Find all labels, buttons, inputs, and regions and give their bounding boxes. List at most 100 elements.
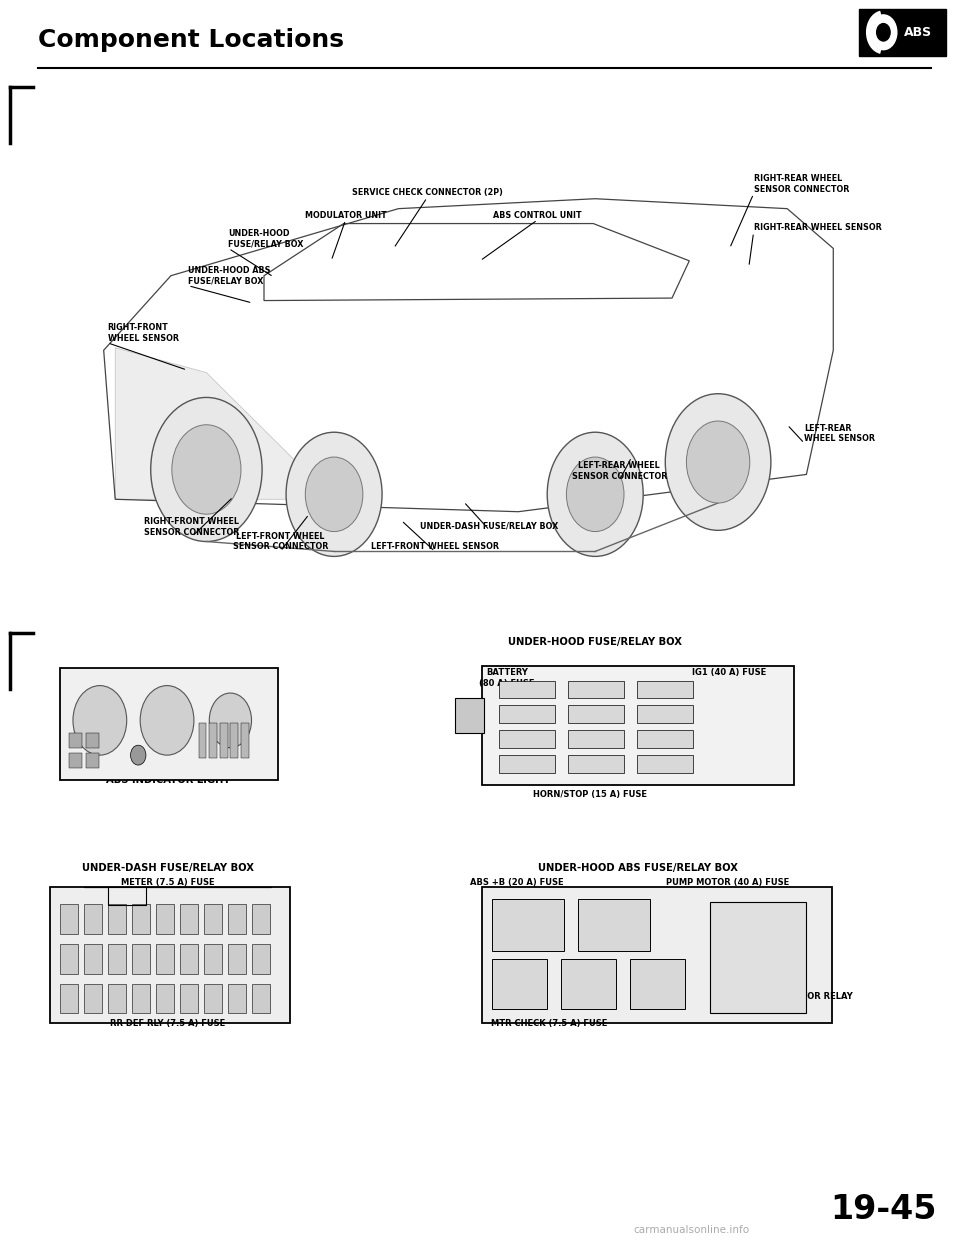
Text: LEFT-FRONT WHEEL
SENSOR CONNECTOR: LEFT-FRONT WHEEL SENSOR CONNECTOR [232, 532, 328, 551]
Bar [156, 944, 174, 974]
Circle shape [172, 425, 241, 514]
Bar [50, 887, 290, 1023]
Bar [492, 899, 564, 951]
Bar [492, 959, 547, 1009]
Text: UNDER-HOOD
FUSE/RELAY BOX: UNDER-HOOD FUSE/RELAY BOX [228, 229, 304, 248]
Bar [156, 904, 174, 934]
Text: 19-45: 19-45 [830, 1194, 936, 1226]
Bar [630, 959, 685, 1009]
Bar [108, 904, 126, 934]
Circle shape [305, 457, 363, 532]
Text: UNDER-HOOD ABS FUSE/RELAY BOX: UNDER-HOOD ABS FUSE/RELAY BOX [539, 863, 738, 873]
Polygon shape [115, 348, 334, 499]
Text: LEFT-FRONT WHEEL SENSOR: LEFT-FRONT WHEEL SENSOR [371, 543, 499, 551]
Text: PUMP MOTOR RELAY: PUMP MOTOR RELAY [756, 992, 852, 1001]
Bar [252, 944, 270, 974]
Bar [108, 984, 126, 1013]
Bar [180, 944, 198, 974]
Circle shape [566, 457, 624, 532]
Bar [204, 984, 222, 1013]
Text: RIGHT-REAR WHEEL SENSOR: RIGHT-REAR WHEEL SENSOR [754, 224, 881, 232]
Bar [499, 755, 555, 773]
Bar [228, 984, 246, 1013]
Bar [69, 733, 82, 748]
Bar [84, 984, 102, 1013]
Bar [69, 753, 82, 768]
Circle shape [686, 421, 750, 503]
Bar [60, 944, 78, 974]
Bar [637, 705, 693, 723]
Bar [180, 984, 198, 1013]
Bar [209, 723, 217, 758]
Bar [499, 730, 555, 748]
Text: BATTERY
(80 A) FUSE: BATTERY (80 A) FUSE [479, 668, 535, 688]
Text: Component Locations: Component Locations [38, 27, 345, 52]
Bar [199, 723, 206, 758]
Text: ABS INDICATOR LIGHT: ABS INDICATOR LIGHT [106, 775, 230, 785]
Circle shape [870, 15, 897, 50]
Text: METER (7.5 A) FUSE: METER (7.5 A) FUSE [121, 878, 215, 887]
Bar [710, 902, 806, 1013]
Bar [568, 681, 624, 698]
Circle shape [209, 693, 252, 748]
Circle shape [131, 745, 146, 765]
Circle shape [73, 686, 127, 755]
Bar [637, 730, 693, 748]
Text: UNDER-DASH FUSE/RELAY BOX: UNDER-DASH FUSE/RELAY BOX [420, 522, 559, 530]
Bar [84, 904, 102, 934]
Text: LEFT-REAR WHEEL
SENSOR CONNECTOR: LEFT-REAR WHEEL SENSOR CONNECTOR [571, 461, 667, 481]
Bar [108, 944, 126, 974]
Text: MTR CHECK (7.5 A) FUSE: MTR CHECK (7.5 A) FUSE [491, 1020, 608, 1028]
Circle shape [140, 686, 194, 755]
Text: UNDER-HOOD ABS
FUSE/RELAY BOX: UNDER-HOOD ABS FUSE/RELAY BOX [188, 266, 271, 286]
Bar [60, 668, 278, 780]
Bar [568, 730, 624, 748]
Bar [156, 984, 174, 1013]
Text: ABS +B (20 A) FUSE: ABS +B (20 A) FUSE [469, 878, 564, 887]
Circle shape [286, 432, 382, 556]
Bar [86, 753, 99, 768]
Bar [228, 944, 246, 974]
Bar [132, 904, 150, 934]
Bar [228, 904, 246, 934]
Bar [132, 944, 150, 974]
Bar [86, 733, 99, 748]
Bar [60, 984, 78, 1013]
Text: ABS CONTROL UNIT: ABS CONTROL UNIT [493, 211, 582, 220]
Bar [455, 698, 484, 733]
Text: ABS: ABS [904, 26, 932, 39]
Bar [482, 887, 832, 1023]
Text: UNDER-HOOD FUSE/RELAY BOX: UNDER-HOOD FUSE/RELAY BOX [508, 637, 683, 647]
Bar [252, 904, 270, 934]
Circle shape [547, 432, 643, 556]
Bar [568, 755, 624, 773]
Bar [482, 666, 794, 785]
Bar [132, 984, 150, 1013]
Bar [220, 723, 228, 758]
Bar [252, 984, 270, 1013]
Bar [204, 904, 222, 934]
Text: RR DEF RLY (7.5 A) FUSE: RR DEF RLY (7.5 A) FUSE [110, 1020, 226, 1028]
Text: SERVICE CHECK CONNECTOR (2P): SERVICE CHECK CONNECTOR (2P) [351, 189, 503, 197]
Bar [568, 705, 624, 723]
Bar [637, 681, 693, 698]
Circle shape [665, 394, 771, 530]
Text: carmanualsonline.info: carmanualsonline.info [634, 1225, 749, 1235]
Circle shape [151, 397, 262, 542]
Bar [204, 944, 222, 974]
Text: HORN/STOP (15 A) FUSE: HORN/STOP (15 A) FUSE [534, 790, 647, 799]
Bar [578, 899, 650, 951]
Text: LEFT-REAR
WHEEL SENSOR: LEFT-REAR WHEEL SENSOR [804, 424, 876, 443]
Circle shape [876, 24, 890, 41]
Bar [859, 9, 946, 56]
Text: MODULATOR UNIT: MODULATOR UNIT [304, 211, 387, 220]
Bar [241, 723, 249, 758]
Bar [561, 959, 616, 1009]
Bar [84, 944, 102, 974]
Bar [637, 755, 693, 773]
Text: RIGHT-REAR WHEEL
SENSOR CONNECTOR: RIGHT-REAR WHEEL SENSOR CONNECTOR [754, 174, 849, 194]
Text: UNDER-DASH FUSE/RELAY BOX: UNDER-DASH FUSE/RELAY BOX [82, 863, 254, 873]
Text: PUMP MOTOR (40 A) FUSE: PUMP MOTOR (40 A) FUSE [666, 878, 789, 887]
Bar [499, 705, 555, 723]
Bar [499, 681, 555, 698]
